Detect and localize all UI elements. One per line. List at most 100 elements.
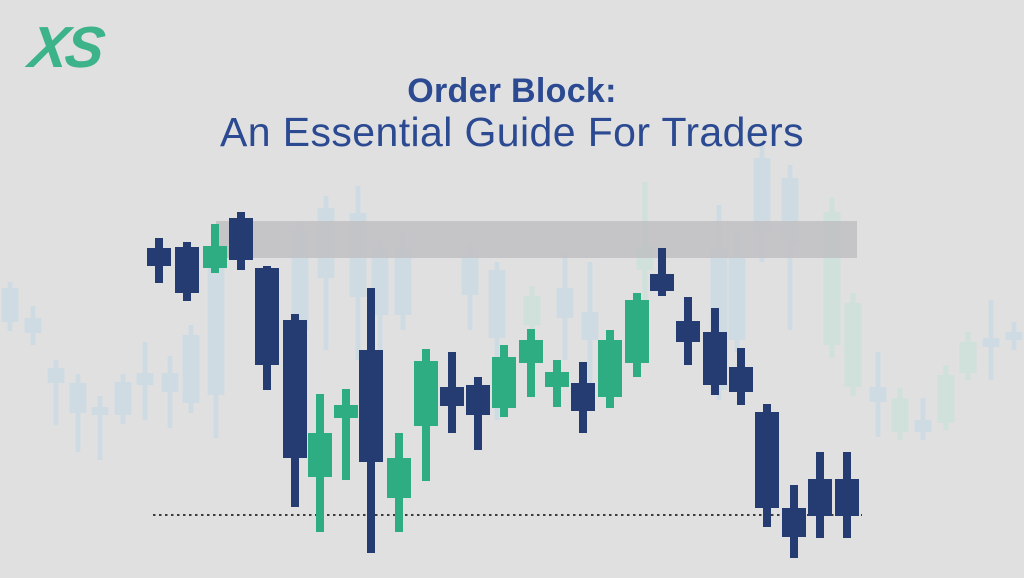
background-candle bbox=[47, 360, 65, 425]
background-candle bbox=[488, 262, 506, 420]
candle-wick bbox=[342, 389, 350, 480]
candle-body bbox=[114, 382, 132, 415]
candle-body bbox=[414, 361, 438, 426]
candle-body bbox=[147, 248, 171, 266]
background-candle bbox=[207, 256, 225, 438]
candle-bear bbox=[175, 242, 199, 301]
background-candle bbox=[844, 293, 862, 396]
candle-bear bbox=[808, 452, 832, 538]
candle-bull bbox=[414, 349, 438, 481]
candle-body bbox=[466, 385, 490, 415]
candle-body bbox=[69, 383, 87, 413]
candle-bear bbox=[729, 348, 753, 405]
background-candle bbox=[753, 145, 771, 262]
candle-body bbox=[728, 258, 746, 340]
candle-wick bbox=[377, 240, 383, 438]
candle-bull bbox=[519, 329, 543, 397]
candle-body bbox=[47, 368, 65, 383]
background-candles bbox=[1, 145, 1023, 460]
candle-bear bbox=[835, 452, 859, 538]
candle-bear bbox=[571, 362, 595, 433]
background-candle bbox=[394, 232, 412, 330]
candle-body bbox=[650, 274, 674, 291]
candle-body bbox=[229, 218, 253, 260]
candle-body bbox=[394, 248, 412, 315]
candle-body bbox=[835, 479, 859, 516]
candle-body bbox=[371, 248, 389, 315]
background-candle bbox=[349, 186, 367, 360]
candle-bear bbox=[359, 288, 383, 553]
background-candle bbox=[371, 240, 389, 438]
candle-body bbox=[283, 320, 307, 458]
background-candle bbox=[114, 374, 132, 424]
candle-body bbox=[308, 433, 332, 477]
order-block-zone bbox=[216, 221, 857, 258]
candle-bear bbox=[703, 308, 727, 395]
candle-body bbox=[203, 246, 227, 268]
candle-bear bbox=[440, 352, 464, 433]
background-candle bbox=[914, 398, 932, 440]
background-candle bbox=[1005, 322, 1023, 350]
candle-body bbox=[255, 268, 279, 365]
candle-body bbox=[136, 373, 154, 385]
candle-body bbox=[523, 296, 541, 325]
background-candle bbox=[982, 300, 1000, 380]
candle-bull bbox=[545, 360, 569, 407]
candle-body bbox=[1, 288, 19, 322]
candle-bear bbox=[466, 377, 490, 450]
background-candle bbox=[891, 388, 909, 440]
background-candle bbox=[69, 374, 87, 452]
candle-bear bbox=[676, 297, 700, 365]
background-candle bbox=[556, 252, 574, 360]
background-candle bbox=[461, 242, 479, 330]
candle-body bbox=[24, 318, 42, 333]
candle-body bbox=[891, 398, 909, 432]
candle-body bbox=[545, 372, 569, 387]
background-candle bbox=[317, 196, 335, 350]
candle-body bbox=[1005, 332, 1023, 340]
page-subtitle: An Essential Guide For Traders bbox=[220, 109, 804, 156]
candle-bull bbox=[308, 394, 332, 532]
candle-bear bbox=[650, 248, 674, 296]
candle-body bbox=[753, 158, 771, 232]
candle-body bbox=[808, 479, 832, 516]
candle-body bbox=[625, 300, 649, 363]
candle-body bbox=[571, 383, 595, 411]
candle-body bbox=[182, 335, 200, 403]
background-candle bbox=[91, 396, 109, 460]
candle-wick bbox=[97, 396, 103, 460]
candle-bull bbox=[203, 224, 227, 273]
background-candle bbox=[24, 306, 42, 345]
candle-bull bbox=[598, 330, 622, 408]
background-candle bbox=[728, 230, 746, 352]
candle-body bbox=[91, 407, 109, 415]
page-title: Order Block: bbox=[407, 72, 617, 110]
candle-body bbox=[161, 373, 179, 392]
background-candle bbox=[869, 352, 887, 437]
candle-body bbox=[387, 458, 411, 498]
candle-body bbox=[937, 375, 955, 423]
price-candles bbox=[147, 212, 859, 558]
candle-bull bbox=[625, 293, 649, 377]
candle-body bbox=[492, 357, 516, 408]
candle-body bbox=[703, 332, 727, 385]
candle-bull bbox=[334, 389, 358, 480]
candle-body bbox=[461, 255, 479, 295]
candle-bear bbox=[755, 404, 779, 527]
background-candle bbox=[161, 356, 179, 428]
candle-body bbox=[440, 387, 464, 406]
candle-body bbox=[488, 270, 506, 338]
candle-bear bbox=[782, 485, 806, 558]
candle-body bbox=[581, 312, 599, 340]
candle-body bbox=[982, 338, 1000, 347]
candle-body bbox=[207, 265, 225, 395]
candle-bull bbox=[492, 345, 516, 417]
candle-body bbox=[755, 412, 779, 508]
candle-body bbox=[175, 247, 199, 293]
background-candle bbox=[959, 332, 977, 380]
background-candle bbox=[136, 342, 154, 420]
candle-body bbox=[729, 367, 753, 392]
candle-body bbox=[844, 303, 862, 387]
candle-bear bbox=[283, 314, 307, 507]
